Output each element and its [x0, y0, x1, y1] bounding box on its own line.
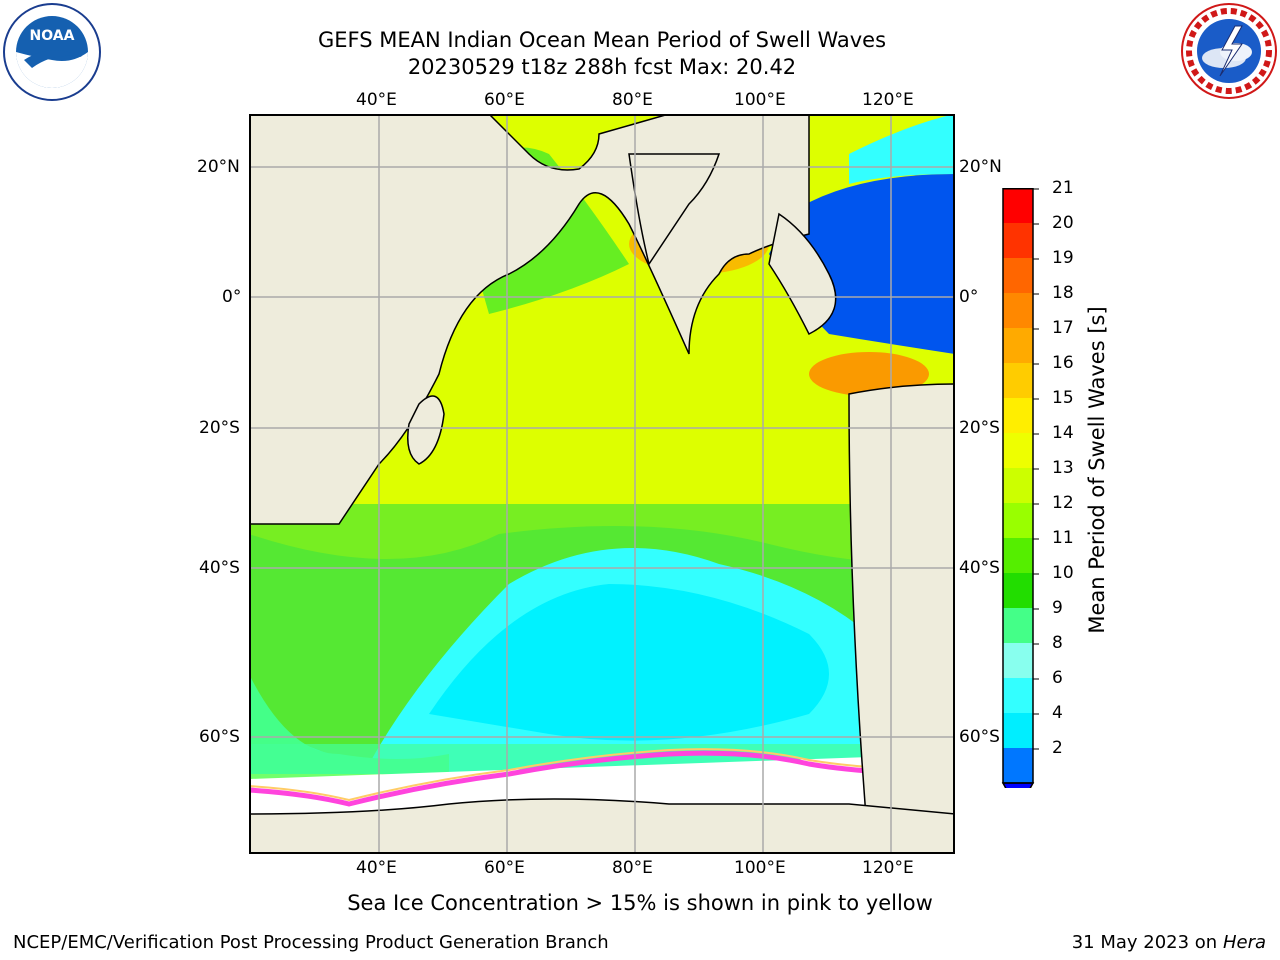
- lon-tick-top-40e: 40°E: [356, 90, 397, 110]
- colorbar-level-label: 18: [1052, 283, 1074, 303]
- map-title-line-2: 20230529 t18z 288h fcst Max: 20.42: [407, 55, 797, 79]
- colorbar-level-label: 11: [1052, 528, 1074, 548]
- sea-ice-edge: [250, 750, 954, 807]
- colorbar-tick-labels: 21 20 19 18 17 16 15 14 13 12 11 10 9 8 6 4 2: [1052, 178, 1092, 778]
- high-period-region-java: [809, 352, 929, 396]
- lon-tick-bottom-80e: 80°E: [612, 858, 653, 878]
- colorbar-segment: [1003, 538, 1033, 573]
- colorbar-level-label: 10: [1052, 563, 1074, 583]
- colorbar-segment: [1003, 363, 1033, 398]
- noaa-logo: NOAA: [2, 2, 102, 102]
- map-title-line-1: GEFS MEAN Indian Ocean Mean Period of Sw…: [317, 28, 887, 52]
- colorbar-segment: [1003, 573, 1033, 608]
- antarctica-landmass: [250, 798, 954, 853]
- colorbar-level-label: 12: [1052, 493, 1074, 513]
- colorbar-segment: [1003, 188, 1033, 223]
- colorbar-segment: [1003, 503, 1033, 538]
- credit-line: NCEP/EMC/Verification Post Processing Pr…: [13, 932, 609, 953]
- colorbar-level-label: 9: [1052, 598, 1063, 618]
- colorbar-level-label: 6: [1052, 668, 1063, 688]
- colorbar-segment: [1003, 293, 1033, 328]
- lat-tick-left-60s: 60°S: [199, 727, 240, 747]
- colorbar-segment: [1003, 608, 1033, 643]
- graticule: [250, 115, 954, 853]
- map-panel: [249, 114, 955, 854]
- colorbar-segment: [1003, 328, 1033, 363]
- lon-tick-bottom-100e: 100°E: [734, 858, 786, 878]
- lat-tick-right-20s: 20°S: [959, 418, 1000, 438]
- date-text: 31 May 2023 on: [1071, 932, 1218, 953]
- colorbar-segment: [1003, 468, 1033, 503]
- lon-tick-top-120e: 120°E: [862, 90, 914, 110]
- lat-tick-left-20s: 20°S: [199, 418, 240, 438]
- india-landmass: [628, 153, 721, 266]
- colorbar-level-label: 4: [1052, 703, 1063, 723]
- lat-tick-left-40s: 40°S: [199, 558, 240, 578]
- lon-tick-top-80e: 80°E: [612, 90, 653, 110]
- colorbar-level-label: 16: [1052, 353, 1074, 373]
- nws-logo: [1180, 2, 1278, 100]
- landmass-group: [250, 115, 954, 853]
- sea-ice-note: Sea Ice Concentration > 15% is shown in …: [347, 891, 933, 915]
- colorbar-level-label: 2: [1052, 738, 1063, 758]
- colorbar-level-label: 14: [1052, 423, 1074, 443]
- noaa-logo-text: NOAA: [30, 28, 75, 44]
- colorbar-segment: [1003, 643, 1033, 678]
- colorbar-segment: [1003, 398, 1033, 433]
- map-frame: [249, 114, 955, 854]
- lon-tick-bottom-120e: 120°E: [862, 858, 914, 878]
- colorbar-level-label: 21: [1052, 178, 1074, 198]
- colorbar: [1000, 188, 1040, 813]
- colorbar-segment: [1003, 258, 1033, 293]
- lat-tick-right-40s: 40°S: [959, 558, 1000, 578]
- lat-tick-right-20n: 20°N: [959, 157, 1002, 177]
- colorbar-segment: [1003, 748, 1033, 783]
- lat-tick-left-0: 0°: [222, 287, 242, 307]
- colorbar-frame: [1002, 188, 1034, 784]
- colorbar-level-label: 13: [1052, 458, 1074, 478]
- lon-tick-bottom-40e: 40°E: [356, 858, 397, 878]
- colorbar-segment: [1003, 433, 1033, 468]
- host-name: Hera: [1222, 932, 1266, 953]
- australia-landmass: [848, 383, 954, 853]
- madagascar-landmass: [407, 395, 445, 465]
- lat-tick-right-0: 0°: [959, 287, 979, 307]
- colorbar-level-label: 17: [1052, 318, 1074, 338]
- lon-tick-bottom-60e: 60°E: [484, 858, 525, 878]
- lon-tick-top-60e: 60°E: [484, 90, 525, 110]
- colorbar-segment: [1003, 223, 1033, 258]
- colorbar-level-label: 19: [1052, 248, 1074, 268]
- colorbar-label: Mean Period of Swell Waves [s]: [1085, 306, 1109, 634]
- colorbar-level-label: 20: [1052, 213, 1074, 233]
- colorbar-segment: [1003, 678, 1033, 713]
- colorbar-level-label: 8: [1052, 633, 1063, 653]
- colorbar-level-label: 15: [1052, 388, 1074, 408]
- lon-tick-top-100e: 100°E: [734, 90, 786, 110]
- lat-tick-left-20n: 20°N: [197, 157, 240, 177]
- date-line: 31 May 2023 on Hera: [1072, 932, 1266, 954]
- southeast-asia-landmass: [768, 212, 837, 336]
- colorbar-segment: [1003, 713, 1033, 748]
- lat-tick-right-60s: 60°S: [959, 727, 1000, 747]
